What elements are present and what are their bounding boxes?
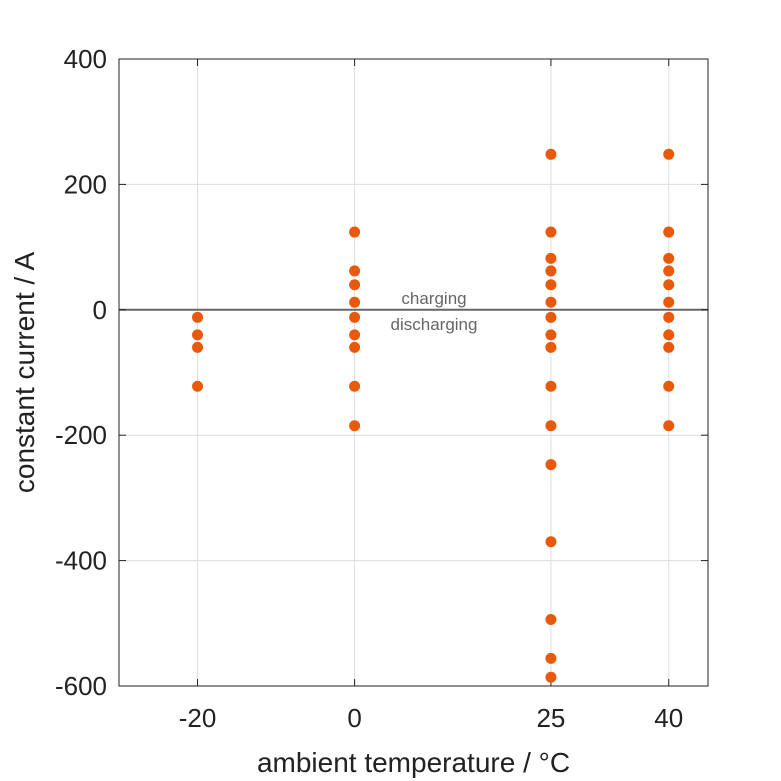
data-point (192, 380, 204, 392)
data-point (545, 380, 557, 392)
x-axis-title: ambient temperature / °C (257, 747, 570, 778)
data-point (545, 652, 557, 664)
data-point (545, 311, 557, 323)
x-tick-label: 0 (347, 703, 361, 733)
data-point (663, 226, 675, 238)
data-point (545, 420, 557, 432)
x-tick-label: 25 (536, 703, 565, 733)
data-point (545, 265, 557, 277)
data-point (663, 420, 675, 432)
data-point (349, 265, 361, 277)
x-tick-label: -20 (179, 703, 217, 733)
data-point (545, 671, 557, 683)
data-point (663, 380, 675, 392)
data-point (663, 329, 675, 341)
data-point (545, 341, 557, 353)
annotation-charging: charging (401, 289, 466, 308)
data-point (663, 296, 675, 308)
y-tick-label: -200 (55, 420, 107, 450)
plot-frame (118, 58, 709, 687)
data-point (349, 226, 361, 238)
y-tick-label: -400 (55, 546, 107, 576)
data-point (349, 329, 361, 341)
data-point (663, 265, 675, 277)
data-point (545, 296, 557, 308)
x-tick-label: 40 (654, 703, 683, 733)
y-tick-label: 400 (64, 44, 107, 74)
data-point (545, 226, 557, 238)
data-point (545, 614, 557, 626)
data-point (349, 341, 361, 353)
data-point (663, 252, 675, 264)
data-point (192, 311, 204, 323)
data-point (349, 296, 361, 308)
data-point (663, 311, 675, 323)
data-point (545, 329, 557, 341)
data-point (545, 536, 557, 548)
data-point (349, 420, 361, 432)
data-point (349, 311, 361, 323)
data-point (663, 341, 675, 353)
data-point (663, 279, 675, 291)
y-tick-label: 200 (64, 169, 107, 199)
data-point (545, 252, 557, 264)
data-point (545, 279, 557, 291)
data-point (545, 148, 557, 160)
data-point (349, 380, 361, 392)
annotation-discharging: discharging (391, 315, 478, 334)
y-axis-title: constant current / A (9, 252, 40, 494)
data-point (663, 148, 675, 160)
data-point (545, 459, 557, 471)
data-point (192, 329, 204, 341)
y-tick-label: 0 (93, 295, 107, 325)
data-points (192, 148, 675, 683)
data-point (349, 279, 361, 291)
data-point (192, 341, 204, 353)
y-tick-label: -600 (55, 671, 107, 701)
